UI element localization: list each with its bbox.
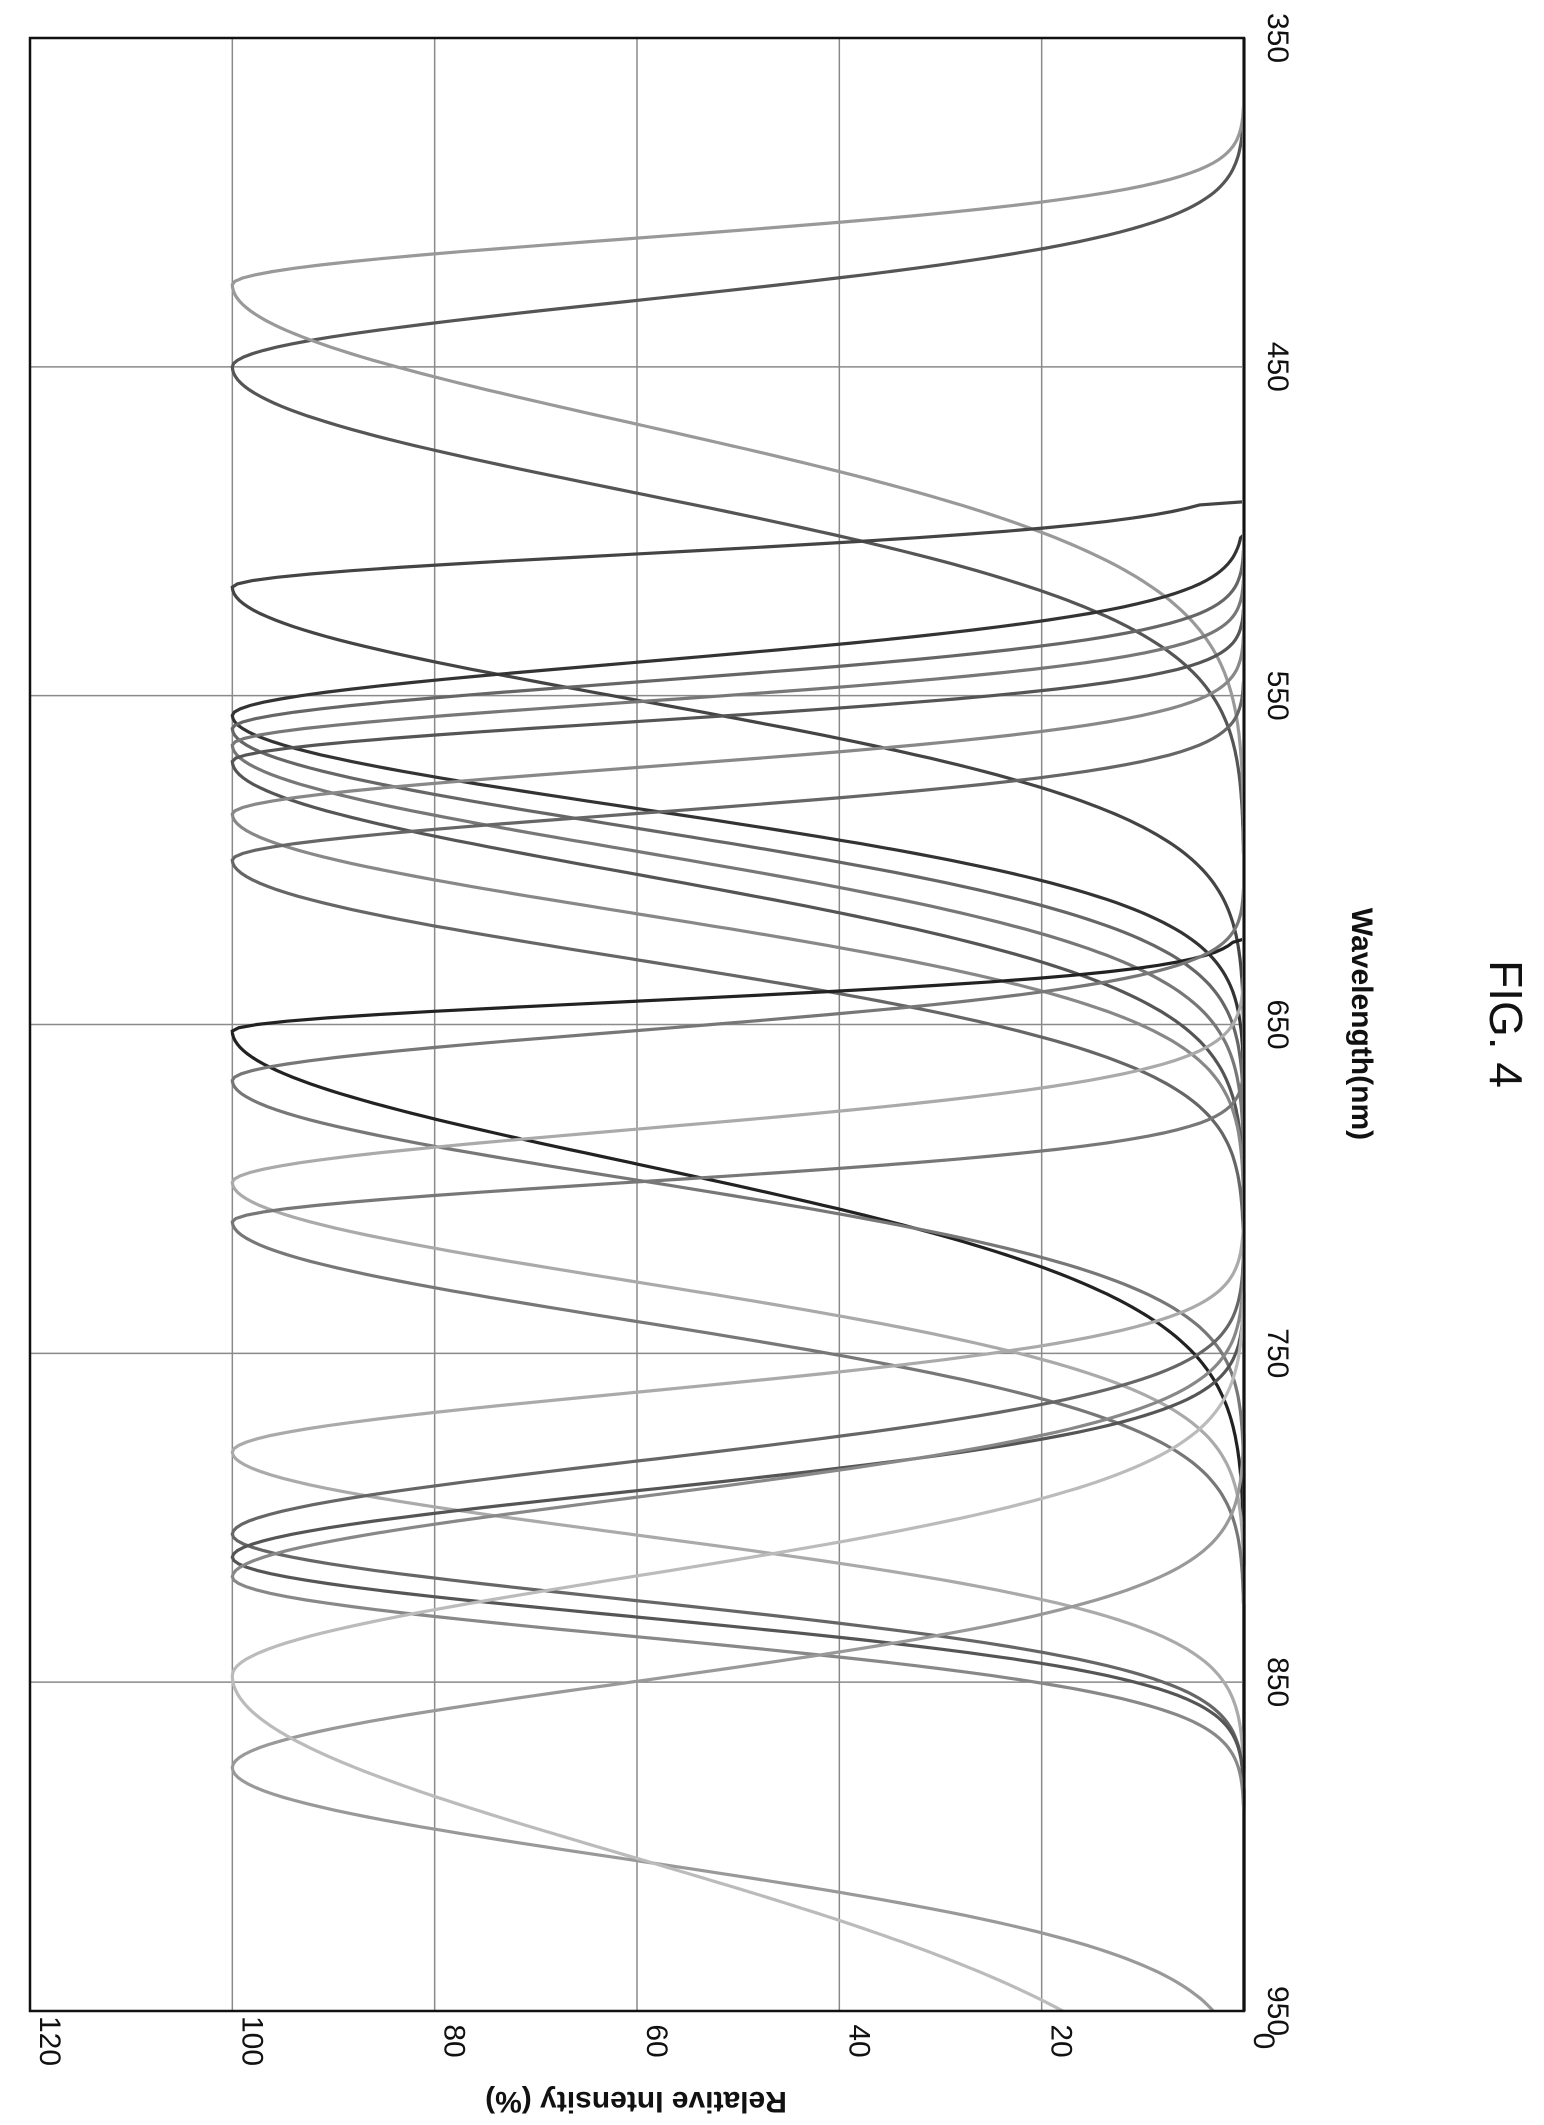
y-tick-label: 120 (33, 2016, 66, 2066)
x-tick-labels: 350 450 550 650 750 850 950 (1261, 13, 1294, 2036)
y-tick-label: 0 (1247, 2033, 1280, 2050)
y-tick-labels: 0 20 40 60 80 100 120 (33, 2016, 1280, 2066)
x-tick-label: 850 (1261, 1657, 1294, 1707)
y-axis-title: Relative Intensity (%) (485, 2085, 787, 2118)
x-tick-label: 650 (1261, 999, 1294, 1049)
grid-lines (29, 37, 1245, 2012)
y-tick-label: 80 (438, 2024, 471, 2057)
figure-caption: FIG. 4 (1480, 960, 1532, 1088)
plot-area-frame (28, 36, 1246, 2013)
x-tick-label: 450 (1261, 342, 1294, 392)
x-tick-label: 350 (1261, 13, 1294, 63)
y-tick-label: 60 (640, 2024, 673, 2057)
x-tick-label: 750 (1261, 1328, 1294, 1378)
y-tick-label: 40 (842, 2024, 875, 2057)
x-tick-label: 950 (1261, 1986, 1294, 2036)
y-tick-label: 100 (235, 2016, 268, 2066)
x-tick-label: 550 (1261, 671, 1294, 721)
x-axis-title: Wavelength(nm) (1345, 908, 1378, 1140)
y-tick-label: 20 (1045, 2024, 1078, 2057)
